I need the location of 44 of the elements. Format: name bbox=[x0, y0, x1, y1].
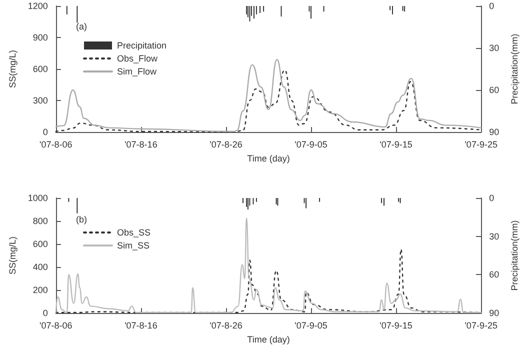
y-tick-label: 300 bbox=[32, 96, 48, 106]
x-tick-label: '07-8-06 bbox=[40, 140, 72, 150]
y-tick-label: 800 bbox=[32, 216, 48, 226]
annotation: (a) bbox=[76, 22, 87, 32]
x-tick-label: '07-9-25 bbox=[464, 320, 498, 331]
y-axis-title: SS(mg/L) bbox=[8, 236, 18, 275]
y-tick-label: 0 bbox=[42, 127, 48, 137]
y-tick-label: 900 bbox=[32, 32, 48, 42]
y2-tick-label: 90 bbox=[489, 127, 500, 137]
x-tick-label: '07-8-06 bbox=[40, 320, 72, 331]
legend-label: Sim_SS bbox=[117, 240, 150, 250]
y2-tick-label: 30 bbox=[489, 231, 500, 242]
y-tick-label: 0 bbox=[42, 308, 48, 318]
x-tick-label: '07-9-15 bbox=[380, 140, 412, 150]
y-tick-label: 1000 bbox=[28, 193, 48, 203]
y2-tick-label: 60 bbox=[489, 270, 500, 280]
legend-label: Obs_Flow bbox=[117, 54, 158, 64]
y-tick-label: 200 bbox=[32, 285, 48, 296]
x-tick-label: '07-9-15 bbox=[380, 320, 412, 331]
legend-label: Precipitation bbox=[117, 40, 167, 50]
y2-tick-label: 30 bbox=[489, 43, 500, 53]
y-axis-title: SS(mg/L) bbox=[8, 50, 18, 88]
annotation: (b) bbox=[76, 214, 87, 224]
y2-tick-label: 90 bbox=[489, 308, 500, 318]
x-tick-label: '07-8-16 bbox=[124, 140, 158, 150]
y2-axis-title: Precipitation(mm) bbox=[510, 34, 520, 104]
x-tick-label: '07-9-05 bbox=[294, 140, 328, 150]
x-tick-label: '07-8-26 bbox=[210, 140, 242, 150]
x-tick-label: '07-8-26 bbox=[210, 320, 242, 331]
legend-label: Sim_Flow bbox=[117, 66, 158, 76]
x-tick-label: '07-9-25 bbox=[464, 140, 498, 150]
x-axis-title: Time (day) bbox=[247, 153, 290, 164]
x-tick-label: '07-9-05 bbox=[294, 320, 328, 331]
x-tick-label: '07-8-16 bbox=[124, 320, 158, 331]
y-tick-label: 600 bbox=[32, 64, 48, 74]
y2-tick-label: 0 bbox=[489, 193, 494, 203]
y-tick-label: 1200 bbox=[28, 1, 48, 11]
x-axis-title: Time (day) bbox=[247, 334, 290, 344]
y-tick-label: 600 bbox=[32, 239, 48, 250]
y2-axis-title: Precipitation(mm) bbox=[510, 220, 520, 291]
y-tick-label: 400 bbox=[32, 262, 48, 272]
y2-tick-label: 60 bbox=[489, 85, 500, 95]
y2-tick-label: 0 bbox=[489, 1, 494, 11]
legend-label: Obs_SS bbox=[117, 228, 151, 238]
